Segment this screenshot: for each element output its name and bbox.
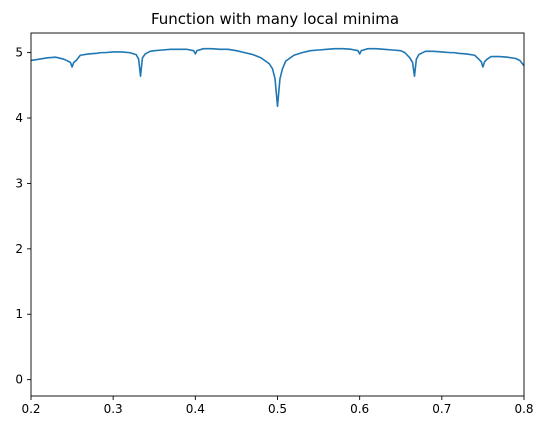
x-tick-label: 0.5 [268, 402, 287, 416]
series-line-0 [30, 47, 525, 108]
y-tick-label: 2 [15, 242, 23, 256]
y-tick-label: 1 [15, 307, 23, 321]
x-tick-label: 0.2 [21, 402, 40, 416]
x-tick-label: 0.4 [186, 402, 205, 416]
x-axis: 0.2 0.3 0.4 0.5 0.6 0.7 0.8 [21, 396, 534, 416]
chart-title: Function with many local minima [151, 10, 399, 28]
plot-area [30, 32, 525, 397]
y-tick-label: 4 [15, 111, 23, 125]
y-tick-label: 5 [15, 46, 23, 60]
x-tick-label: 0.7 [432, 402, 451, 416]
y-tick-label: 3 [15, 176, 23, 190]
y-axis: 0 1 2 3 4 5 [15, 46, 31, 387]
axes-frame [30, 32, 525, 397]
x-tick-label: 0.8 [514, 402, 533, 416]
y-tick-label: 0 [15, 373, 23, 387]
x-tick-label: 0.6 [350, 402, 369, 416]
x-tick-label: 0.3 [104, 402, 123, 416]
